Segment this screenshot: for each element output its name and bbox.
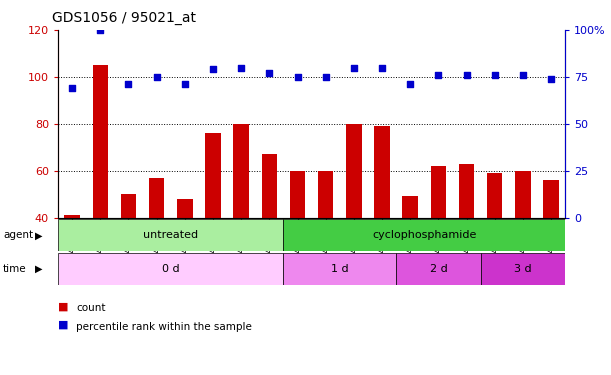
- Text: ▶: ▶: [35, 230, 43, 240]
- Bar: [64, 215, 80, 311]
- Bar: [233, 124, 249, 311]
- Point: [490, 72, 500, 78]
- Point: [265, 70, 274, 76]
- Bar: [149, 178, 164, 311]
- Bar: [290, 171, 306, 311]
- Point: [462, 72, 472, 78]
- Point: [349, 64, 359, 70]
- Text: 1 d: 1 d: [331, 264, 349, 274]
- Text: count: count: [76, 303, 106, 313]
- Bar: [262, 154, 277, 311]
- Text: 3 d: 3 d: [514, 264, 532, 274]
- Text: GDS1056 / 95021_at: GDS1056 / 95021_at: [52, 11, 196, 25]
- Point: [518, 72, 528, 78]
- Point: [293, 74, 302, 80]
- Bar: [58, 219, 284, 251]
- Point: [377, 64, 387, 70]
- Point: [95, 27, 105, 33]
- Point: [546, 76, 556, 82]
- Bar: [459, 164, 474, 311]
- Text: 2 d: 2 d: [430, 264, 447, 274]
- Bar: [375, 126, 390, 311]
- Text: 0 d: 0 d: [162, 264, 180, 274]
- Text: time: time: [3, 264, 27, 274]
- Point: [321, 74, 331, 80]
- Point: [123, 81, 133, 87]
- Bar: [318, 171, 334, 311]
- Text: agent: agent: [3, 230, 33, 240]
- Point: [434, 72, 444, 78]
- Bar: [487, 173, 502, 311]
- Text: ■: ■: [58, 301, 68, 311]
- Bar: [543, 180, 559, 311]
- Text: cyclophosphamide: cyclophosphamide: [372, 230, 477, 240]
- Bar: [284, 219, 565, 251]
- Bar: [92, 65, 108, 311]
- Bar: [515, 171, 531, 311]
- Bar: [121, 194, 136, 311]
- Bar: [346, 124, 362, 311]
- Bar: [205, 133, 221, 311]
- Point: [208, 66, 218, 72]
- Point: [180, 81, 189, 87]
- Bar: [177, 199, 192, 311]
- Point: [67, 85, 77, 91]
- Point: [405, 81, 415, 87]
- Text: ■: ■: [58, 320, 68, 330]
- Bar: [284, 253, 396, 285]
- Point: [236, 64, 246, 70]
- Bar: [403, 196, 418, 311]
- Bar: [58, 253, 284, 285]
- Text: ▶: ▶: [35, 264, 43, 274]
- Bar: [481, 253, 565, 285]
- Bar: [396, 253, 481, 285]
- Text: untreated: untreated: [143, 230, 199, 240]
- Point: [152, 74, 161, 80]
- Bar: [431, 166, 446, 311]
- Text: percentile rank within the sample: percentile rank within the sample: [76, 322, 252, 332]
